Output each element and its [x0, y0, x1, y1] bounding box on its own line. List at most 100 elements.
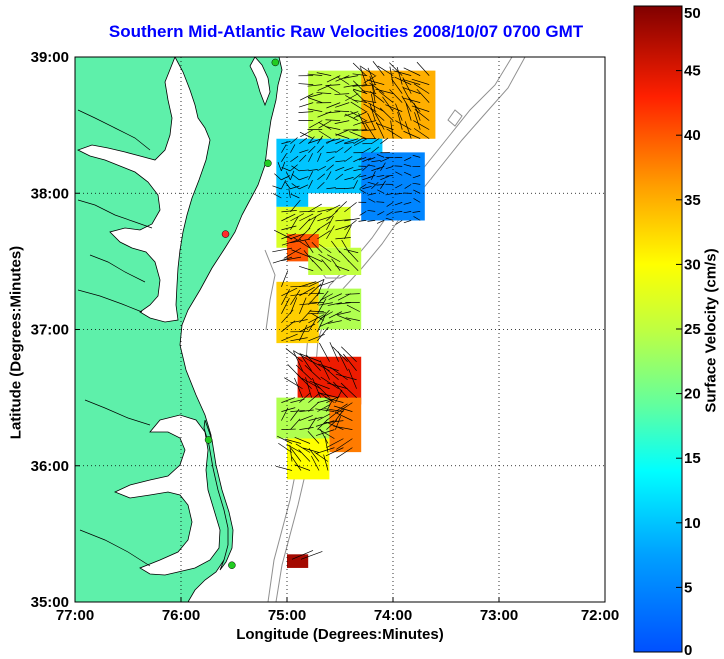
velocity-vector — [317, 398, 332, 403]
velocity-vector — [317, 166, 326, 172]
velocity-vector — [317, 392, 339, 399]
velocity-vector — [322, 365, 339, 381]
velocity-vector — [327, 85, 341, 94]
velocity-vector — [367, 193, 376, 196]
velocity-vector — [326, 156, 335, 163]
velocity-vector — [304, 364, 321, 381]
velocity-vector — [325, 126, 341, 130]
velocity-vector — [299, 137, 308, 145]
velocity-vector — [375, 123, 394, 130]
colorbar-ticks: 0 5 10 15 20 25 30 35 40 45 50 — [676, 5, 701, 659]
velocity-vector — [318, 302, 333, 306]
velocity-vector — [281, 397, 296, 403]
velocity-vector — [353, 173, 362, 181]
velocity-vector — [353, 120, 368, 126]
velocity-vector — [304, 240, 314, 253]
velocity-vector — [366, 79, 385, 85]
velocity-vector — [352, 89, 367, 103]
velocity-vector — [352, 99, 368, 103]
velocity-vector — [352, 73, 368, 76]
velocity-vector — [371, 181, 379, 190]
velocity-vector — [299, 93, 314, 101]
velocity-vector — [318, 130, 332, 139]
velocity-vector — [335, 75, 350, 82]
velocity-vector — [402, 79, 421, 85]
x-tick-label: 76:00 — [162, 607, 200, 624]
velocity-vector — [293, 350, 312, 363]
velocity-vector — [318, 120, 332, 129]
velocity-vector — [315, 447, 335, 454]
velocity-vector — [299, 184, 309, 190]
velocity-vector — [325, 111, 341, 114]
velocity-vector — [315, 408, 335, 412]
velocity-vector — [317, 135, 324, 144]
velocity-vector — [316, 72, 332, 76]
velocity-vector — [336, 76, 350, 85]
velocity-vector — [361, 129, 377, 132]
velocity-vector — [308, 216, 317, 231]
velocity-vector — [274, 173, 282, 181]
velocity-vector — [344, 111, 359, 117]
velocity-vector — [327, 254, 341, 263]
velocity-vector — [333, 405, 353, 412]
x-tick-label: 75:00 — [268, 607, 306, 624]
pamlico-sound — [113, 414, 221, 576]
velocity-cell-10 — [297, 356, 362, 405]
velocity-vector — [281, 210, 297, 213]
velocity-vector — [299, 426, 314, 430]
velocity-vector — [359, 65, 376, 76]
velocity-vector — [345, 93, 359, 102]
velocity-vector — [308, 145, 316, 154]
velocity-vector — [318, 391, 335, 403]
velocity-vector — [363, 103, 377, 112]
velocity-vector — [378, 90, 394, 103]
velocity-vector — [335, 166, 345, 172]
velocity-vector — [326, 215, 334, 231]
velocity-vector — [345, 95, 359, 103]
velocity-vector — [299, 415, 313, 421]
velocity-vector — [311, 455, 320, 471]
velocity-vector — [344, 220, 357, 231]
colorbar-tick-label: 30 — [684, 256, 701, 273]
velocity-vector — [403, 211, 412, 214]
velocity-vector — [299, 281, 317, 288]
velocity-vector — [281, 256, 302, 262]
velocity-vector — [300, 551, 323, 560]
velocity-vector — [290, 216, 299, 231]
velocity-vector — [358, 157, 367, 161]
velocity-vector — [317, 404, 331, 412]
velocity-cell-8 — [276, 281, 319, 344]
x-tick-label: 72:00 — [581, 607, 619, 624]
velocity-vector — [290, 199, 301, 213]
velocity-vector — [336, 302, 351, 305]
velocity-vector — [324, 436, 329, 453]
velocity-vector — [341, 239, 350, 253]
velocity-vector — [311, 259, 323, 271]
velocity-vector — [317, 280, 334, 288]
velocity-vector — [350, 111, 367, 121]
velocity-vector — [281, 407, 296, 412]
colorbar-tick-label: 50 — [684, 5, 701, 22]
velocity-vector — [301, 377, 321, 390]
velocity-vector — [334, 93, 350, 95]
velocity-vector — [281, 141, 291, 145]
velocity-vector — [344, 202, 357, 213]
velocity-vector — [319, 320, 333, 327]
velocity-vector — [390, 120, 394, 139]
velocity-cell-7 — [308, 247, 362, 275]
chesapeake-bay — [76, 57, 211, 323]
velocity-vector — [290, 448, 302, 462]
colorbar-tick-label: 5 — [684, 579, 692, 596]
velocity-vector — [413, 216, 421, 221]
velocity-vector — [308, 171, 314, 180]
velocity-vector — [308, 393, 320, 403]
velocity-vector — [291, 249, 311, 258]
velocity-vector — [403, 171, 412, 176]
velocity-vector — [291, 456, 302, 471]
velocity-vector — [386, 202, 394, 207]
velocity-vector — [309, 380, 330, 390]
velocity-vector — [299, 352, 312, 371]
velocity-vector — [382, 96, 394, 112]
